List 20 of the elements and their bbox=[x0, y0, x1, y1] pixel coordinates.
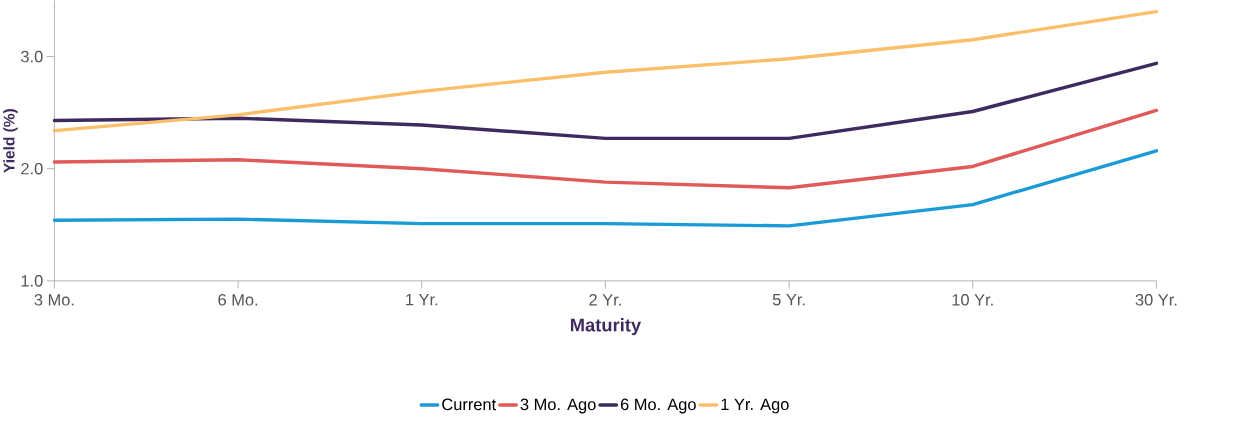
x-tick-label: 10 Yr. bbox=[952, 293, 993, 306]
legend-label: 3 Mo. Ago bbox=[520, 398, 596, 414]
line-series bbox=[52, 10, 1159, 133]
legend-label: 1 Yr. Ago bbox=[721, 398, 789, 414]
line-series bbox=[52, 149, 1159, 228]
y-tick-label: 2.0 bbox=[21, 162, 43, 175]
legend-label: 6 Mo. Ago bbox=[620, 398, 696, 414]
x-tick-label: 3 Mo. bbox=[34, 293, 74, 306]
x-axis-title: Maturity bbox=[570, 318, 642, 336]
y-axis-title: Yield (%) bbox=[3, 109, 18, 173]
legend-label: Current bbox=[442, 398, 497, 411]
x-tick-label: 2 Yr. bbox=[589, 293, 621, 306]
x-tick-label: 5 Yr. bbox=[772, 293, 805, 306]
x-tick-label: 30 Yr. bbox=[1135, 293, 1177, 306]
line-series bbox=[52, 61, 1159, 141]
line-series bbox=[52, 108, 1159, 190]
x-tick-label: 6 Mo. bbox=[218, 293, 258, 306]
x-tick-label: 1 Yr. bbox=[406, 293, 438, 306]
y-tick-label: 3.0 bbox=[21, 50, 43, 63]
y-tick-label: 1.0 bbox=[21, 275, 43, 287]
